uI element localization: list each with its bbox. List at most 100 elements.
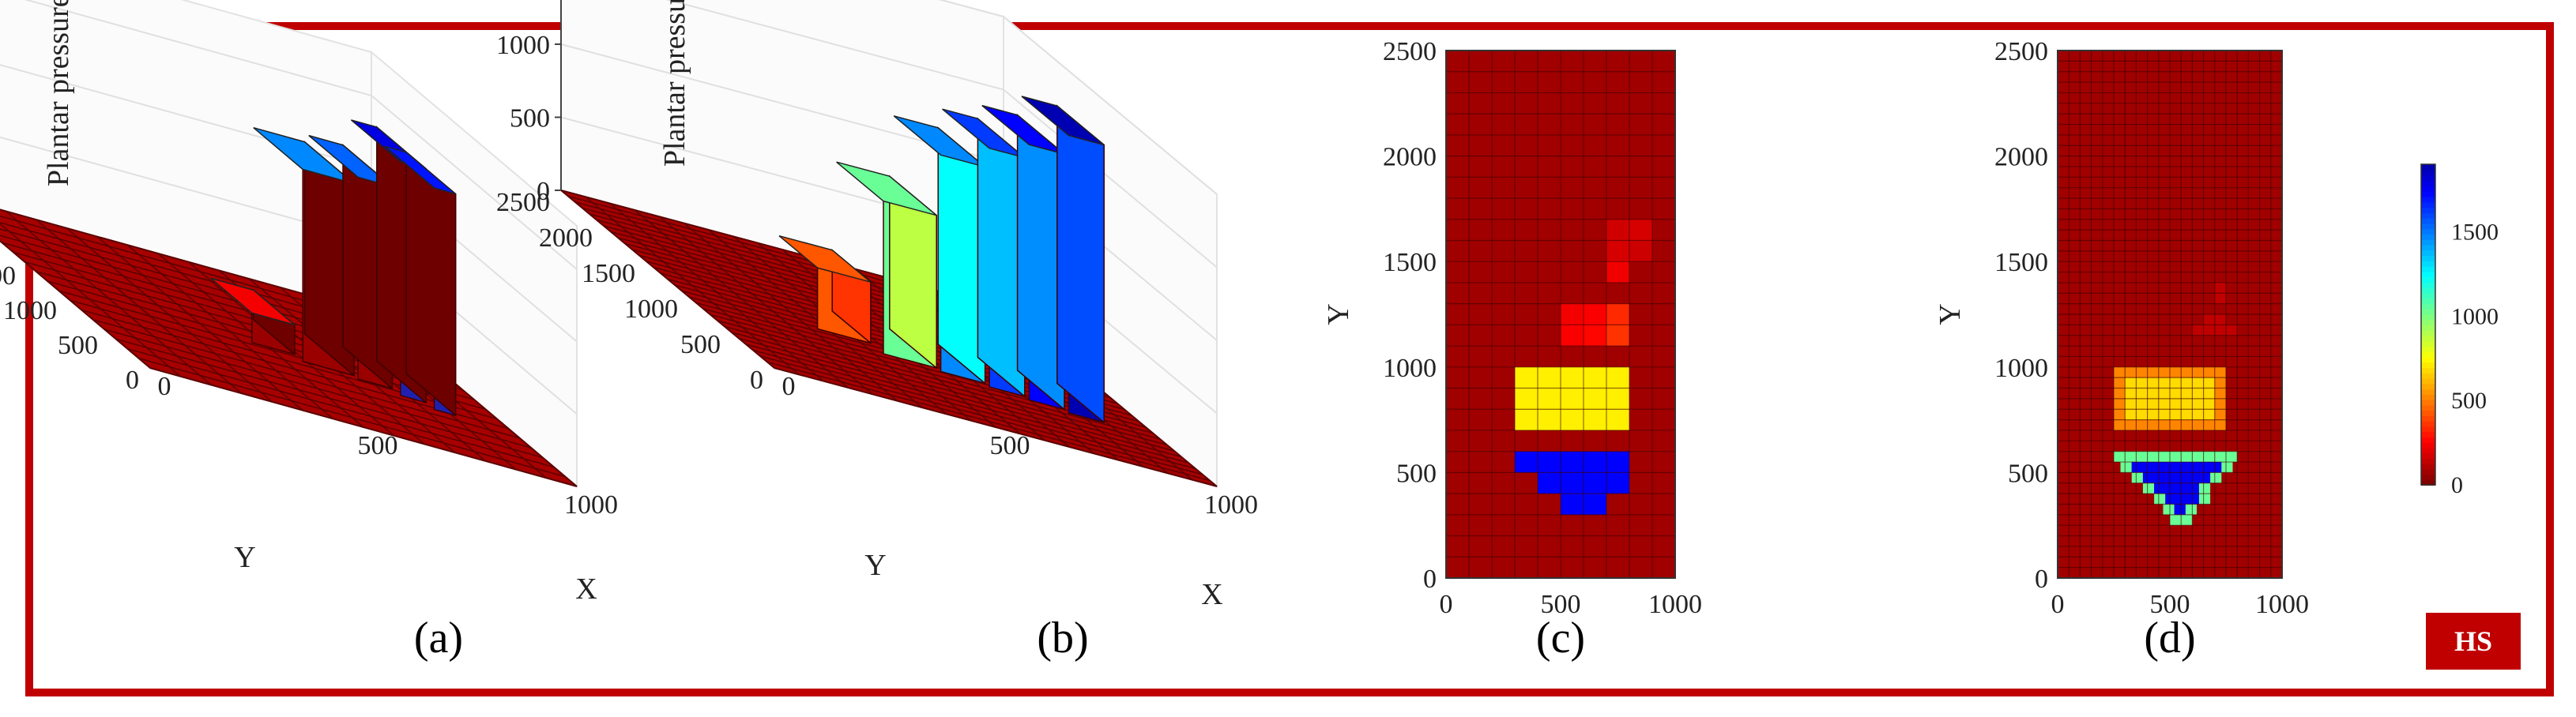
heatmap-cell: [2114, 388, 2126, 399]
colorbar-segment: [2421, 207, 2435, 213]
mesh-line: [138, 358, 566, 478]
surface-peak-top: [836, 161, 937, 216]
heatmap-cell: [2214, 377, 2226, 389]
heatmap-cell: [2214, 366, 2226, 378]
heatmap-cell: [2131, 472, 2143, 483]
mesh-line: [115, 338, 543, 459]
heatmap-cell: [2125, 388, 2137, 399]
x-tick-label: 500: [1541, 590, 1581, 619]
heatmap-cell: [2198, 462, 2211, 473]
surface-peak-top: [942, 108, 1026, 159]
heatmap-cell: [2181, 377, 2193, 389]
heatmap-cell: [2198, 472, 2211, 483]
heatmap-cell: [2192, 388, 2204, 399]
heatmap-cell: [1606, 325, 1629, 347]
heatmap-cell: [2198, 482, 2211, 494]
z-gridline: [665, 0, 1218, 268]
panel-b: 0500100015002000050010001500200025000500…: [496, 0, 1258, 663]
heatmap-cell: [1584, 451, 1606, 473]
heatmap-cell: [1561, 494, 1584, 515]
x-tick-label: 1000: [2255, 590, 2309, 619]
colorbar-segment: [2421, 313, 2435, 321]
y-tick-label: 1500: [1383, 248, 1437, 277]
heatmap-cell: [1629, 219, 1652, 241]
colorbar-segment: [2421, 437, 2435, 443]
surface-peak-top: [210, 277, 296, 326]
colorbar-segment: [2421, 325, 2435, 331]
colorbar-segment: [2421, 228, 2435, 235]
x-tick-label: 500: [990, 431, 1030, 460]
heatmap-cell: [2131, 462, 2143, 473]
heatmap-cell: [1561, 451, 1584, 473]
heatmap-cell: [2181, 366, 2193, 378]
heatmap-cell: [2181, 451, 2193, 463]
y-axis-label: Y: [234, 541, 255, 574]
heatmap-cell: [2158, 377, 2170, 389]
heatmap-cell: [2226, 451, 2238, 463]
mesh-line: [717, 320, 1161, 440]
z-tick-label: 1000: [496, 31, 550, 60]
heatmap-cell: [2125, 451, 2137, 463]
heatmap-cell: [2165, 482, 2177, 494]
panel-d: 0 500 1000 1500 2000 2500 0 500 1000 Y (d) 0 500 1000…: [1934, 37, 2499, 663]
colorbar-segment: [2421, 410, 2435, 417]
colorbar-segment: [2421, 351, 2435, 358]
surface-peak-top: [778, 235, 872, 283]
colorbar-segment: [2421, 238, 2435, 246]
colorbar-segment: [2421, 393, 2435, 400]
heatmap-cell: [1606, 240, 1629, 262]
y-tick-label: 1000: [624, 295, 678, 324]
mesh-line: [759, 355, 1203, 475]
heatmap-cell: [2125, 366, 2137, 378]
heatmap-cell: [1606, 261, 1629, 283]
heatmap-cell: [1515, 366, 1538, 389]
heatmap-cell: [2154, 462, 2166, 473]
heatmap-cell: [1538, 388, 1561, 410]
colorbar-segment: [2421, 377, 2435, 385]
surface-peak-side: [1056, 104, 1105, 424]
heatmap-cell: [2181, 514, 2193, 526]
x-tick-label: 0: [782, 372, 796, 401]
colorbar-segment: [2421, 281, 2435, 288]
colorbar-segment: [2421, 389, 2435, 395]
y-tick-label: 500: [2008, 459, 2048, 488]
heatmap-cell: [1561, 472, 1584, 494]
heatmap-cell: [2203, 398, 2215, 410]
surface-peak-top: [253, 126, 355, 185]
y-tick-label: 1000: [3, 296, 57, 325]
heatmap-cell: [2187, 462, 2199, 473]
y-tick-label: 2500: [1383, 37, 1437, 66]
panel-caption: (b): [1037, 614, 1088, 663]
colorbar-segment: [2421, 196, 2435, 203]
colorbar-segment: [2421, 404, 2435, 411]
heatmap-cell: [2147, 409, 2159, 420]
colorbar-segment: [2421, 276, 2435, 283]
heatmap-cell: [2203, 325, 2215, 336]
heatmap-cell: [2114, 451, 2126, 463]
x-tick-label: 0: [1440, 590, 1453, 619]
colorbar-tick-label: 500: [2451, 388, 2487, 414]
colorbar-segment: [2421, 233, 2435, 240]
heatmap-cell: [2158, 388, 2170, 399]
colorbar-segment: [2421, 292, 2435, 299]
y-tick-label: 0: [2035, 565, 2048, 594]
heatmap-cell: [2147, 388, 2159, 399]
heatmap-cell: [2158, 409, 2170, 420]
colorbar: 0 500 1000 1500: [2420, 163, 2499, 498]
heatmap-cell: [2170, 451, 2182, 463]
surface-peak-top: [981, 104, 1065, 155]
heatmap-cell: [2114, 398, 2126, 410]
heatmap-cell: [2165, 494, 2177, 505]
z-tick-label: 500: [510, 104, 550, 133]
colorbar-tick-label: 1000: [2451, 303, 2499, 329]
heatmap-cell: [2174, 504, 2186, 515]
heatmap-cell: [1538, 451, 1561, 473]
colorbar-segment: [2421, 356, 2435, 363]
heatmap-cell: [2114, 419, 2126, 430]
heatmap-cell: [2142, 462, 2155, 473]
y-tick-label: 1000: [1383, 354, 1437, 383]
heatmap-cell: [2158, 419, 2170, 430]
colorbar-segment: [2421, 340, 2435, 347]
colorbar-segment: [2421, 415, 2435, 422]
heatmap-cell: [1606, 303, 1629, 325]
